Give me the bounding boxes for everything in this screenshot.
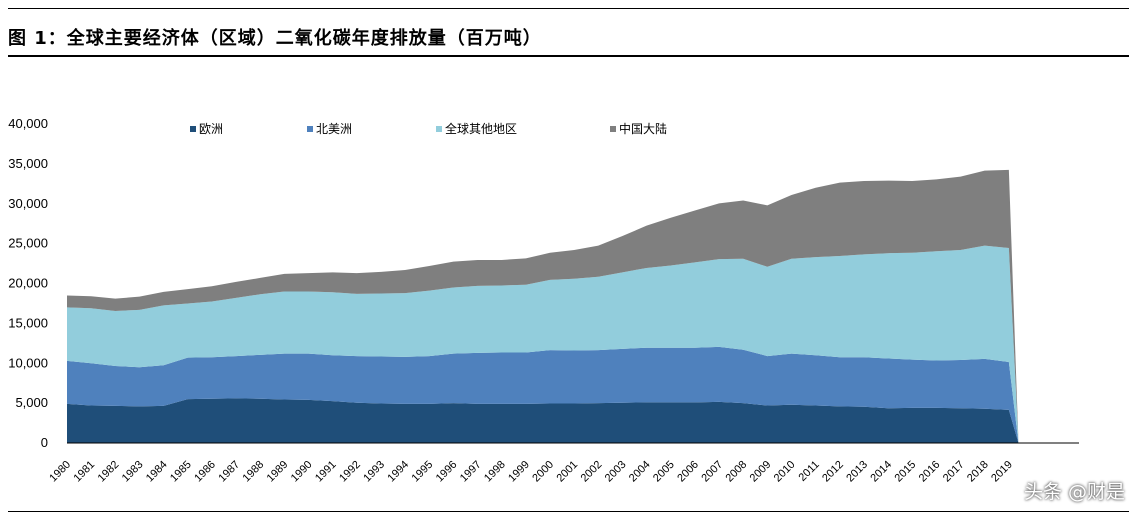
x-tick-label: 1983 — [120, 459, 146, 485]
area-series-0 — [67, 398, 1019, 443]
figure-title: 图 1：全球主要经济体（区域）二氧化碳年度排放量（百万吨） — [8, 28, 542, 49]
x-tick-label: 2016 — [917, 459, 943, 485]
x-tick-label: 1996 — [434, 459, 460, 485]
x-tick-label: 2012 — [820, 459, 846, 485]
x-tick-label: 1990 — [289, 459, 315, 485]
y-tick-label: 40,000 — [8, 116, 48, 131]
y-tick-label: 15,000 — [8, 315, 48, 330]
x-tick-label: 2013 — [844, 459, 870, 485]
legend-swatch — [436, 126, 442, 132]
area-series-3 — [67, 169, 1019, 443]
top-rule — [8, 8, 1129, 9]
x-tick-label: 1981 — [71, 459, 97, 485]
x-tick-label: 2007 — [699, 459, 725, 485]
x-tick-label: 1995 — [410, 459, 436, 485]
x-tick-label: 1980 — [47, 459, 73, 485]
x-tick-label: 2014 — [868, 459, 894, 485]
x-tick-label: 1988 — [241, 459, 267, 485]
legend-swatch — [610, 126, 616, 132]
watermark: 头条 @财是 — [1023, 481, 1125, 503]
x-tick-label: 1986 — [192, 459, 218, 485]
title-rule — [8, 55, 1129, 57]
y-tick-label: 20,000 — [8, 276, 48, 291]
x-tick-label: 2002 — [579, 459, 605, 485]
x-tick-label: 1997 — [458, 459, 484, 485]
x-tick-label: 1989 — [265, 459, 291, 485]
x-tick-label: 1984 — [144, 459, 170, 485]
x-tick-label: 2004 — [627, 459, 653, 485]
y-tick-label: 0 — [41, 435, 48, 450]
x-tick-label: 2008 — [724, 459, 750, 485]
x-tick-label: 1994 — [385, 459, 411, 485]
x-tick-label: 2003 — [603, 459, 629, 485]
y-tick-label: 5,000 — [15, 395, 48, 410]
x-tick-label: 1987 — [216, 459, 242, 485]
figure-header: 图 1：全球主要经济体（区域）二氧化碳年度排放量（百万吨） — [8, 22, 542, 52]
x-tick-label: 1992 — [337, 459, 363, 485]
x-tick-label: 2017 — [941, 459, 967, 485]
y-tick-label: 25,000 — [8, 236, 48, 251]
x-tick-label: 2015 — [893, 459, 919, 485]
legend-swatch — [307, 126, 313, 132]
y-tick-label: 10,000 — [8, 355, 48, 370]
x-tick-label: 2001 — [554, 459, 580, 485]
legend-label: 中国大陆 — [619, 121, 667, 136]
legend-swatch — [190, 126, 196, 132]
x-tick-label: 2006 — [675, 459, 701, 485]
x-tick-label: 2019 — [989, 459, 1015, 485]
x-tick-label: 2005 — [651, 459, 677, 485]
area-series-2 — [67, 245, 1019, 443]
x-tick-label: 1993 — [361, 459, 387, 485]
x-tick-label: 1999 — [506, 459, 532, 485]
bottom-rule — [8, 511, 1129, 512]
x-tick-label: 1998 — [482, 459, 508, 485]
x-tick-label: 2000 — [530, 459, 556, 485]
legend-label: 全球其他地区 — [445, 121, 517, 136]
x-tick-label: 1991 — [313, 459, 339, 485]
legend-label: 北美洲 — [316, 122, 352, 136]
x-tick-label: 2018 — [965, 459, 991, 485]
x-tick-label: 1985 — [168, 459, 194, 485]
y-tick-label: 30,000 — [8, 196, 48, 211]
area-series-1 — [67, 346, 1019, 443]
x-tick-label: 2010 — [772, 459, 798, 485]
x-tick-label: 2009 — [748, 459, 774, 485]
x-tick-label: 1982 — [96, 459, 122, 485]
legend-label: 欧洲 — [199, 122, 223, 136]
y-tick-label: 35,000 — [8, 156, 48, 171]
x-tick-label: 2011 — [797, 459, 822, 484]
